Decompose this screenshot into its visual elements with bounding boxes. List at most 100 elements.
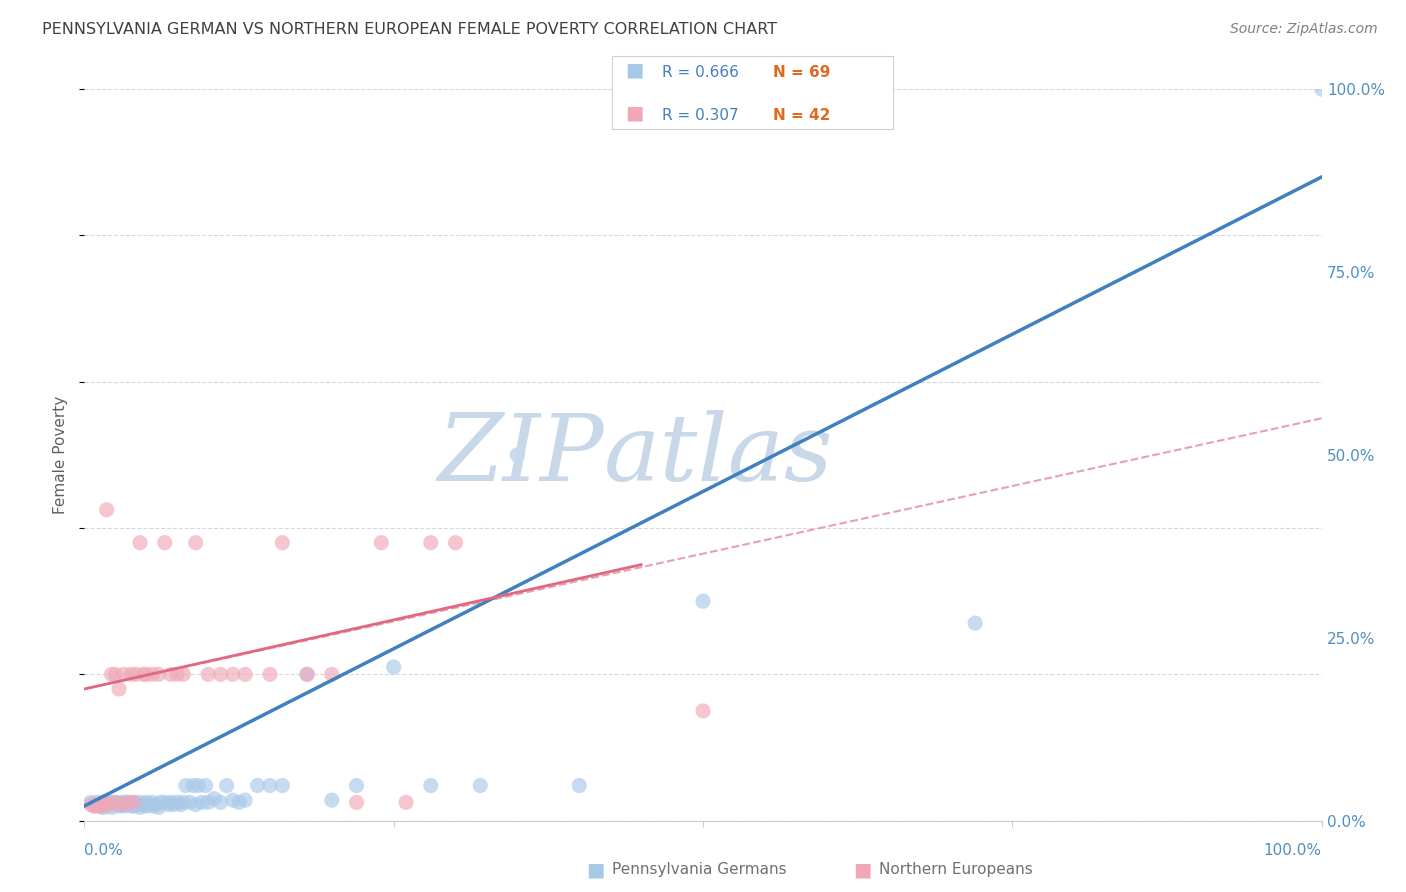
Point	[91, 800, 114, 814]
Point	[197, 667, 219, 681]
Point	[112, 667, 135, 681]
Point	[506, 448, 529, 462]
Point	[104, 667, 127, 681]
Text: R = 0.666: R = 0.666	[662, 65, 740, 79]
Point	[110, 797, 132, 812]
Point	[104, 796, 127, 810]
Point	[122, 799, 145, 814]
Point	[470, 779, 492, 793]
Point	[692, 704, 714, 718]
Text: Northern Europeans: Northern Europeans	[879, 863, 1032, 877]
Point	[79, 796, 101, 810]
Point	[117, 797, 139, 812]
Point	[96, 503, 118, 517]
Point	[91, 796, 114, 810]
Point	[125, 667, 148, 681]
Point	[100, 796, 122, 810]
Point	[100, 667, 122, 681]
Point	[228, 796, 250, 810]
Point	[170, 797, 193, 812]
Point	[419, 535, 441, 549]
Text: ■: ■	[586, 860, 605, 880]
Point	[104, 797, 127, 812]
Point	[117, 796, 139, 810]
Point	[162, 797, 184, 812]
Point	[184, 535, 207, 549]
Point	[122, 796, 145, 810]
Point	[141, 799, 163, 814]
Point	[110, 797, 132, 812]
Point	[129, 796, 152, 810]
Point	[153, 796, 176, 810]
Point	[295, 667, 318, 681]
Point	[419, 779, 441, 793]
Point	[166, 667, 188, 681]
Point	[125, 797, 148, 812]
Point	[141, 796, 163, 810]
Point	[259, 779, 281, 793]
Point	[222, 793, 245, 807]
Point	[1310, 82, 1333, 96]
Point	[110, 796, 132, 810]
Text: Pennsylvania Germans: Pennsylvania Germans	[612, 863, 786, 877]
Point	[259, 667, 281, 681]
Point	[150, 796, 173, 810]
Point	[148, 667, 170, 681]
Point	[187, 779, 209, 793]
Point	[120, 799, 142, 814]
Text: R = 0.307: R = 0.307	[662, 109, 738, 123]
Point	[132, 797, 155, 812]
Point	[197, 796, 219, 810]
Text: Source: ZipAtlas.com: Source: ZipAtlas.com	[1230, 22, 1378, 37]
Point	[91, 796, 114, 810]
Point	[89, 799, 111, 814]
Text: N = 69: N = 69	[773, 65, 831, 79]
Text: ZIP: ZIP	[437, 410, 605, 500]
Text: PENNSYLVANIA GERMAN VS NORTHERN EUROPEAN FEMALE POVERTY CORRELATION CHART: PENNSYLVANIA GERMAN VS NORTHERN EUROPEAN…	[42, 22, 778, 37]
Point	[692, 594, 714, 608]
Y-axis label: Female Poverty: Female Poverty	[53, 396, 69, 514]
Point	[395, 796, 418, 810]
Point	[100, 800, 122, 814]
Point	[153, 535, 176, 549]
Point	[104, 796, 127, 810]
Point	[83, 799, 105, 814]
Point	[370, 535, 392, 549]
Point	[295, 667, 318, 681]
Point	[114, 796, 136, 810]
Point	[233, 793, 256, 807]
Point	[160, 796, 183, 810]
Point	[132, 667, 155, 681]
Point	[145, 797, 167, 812]
Point	[174, 779, 197, 793]
Point	[222, 667, 245, 681]
Point	[129, 535, 152, 549]
Point	[138, 797, 160, 812]
Point	[346, 796, 368, 810]
Text: N = 42: N = 42	[773, 109, 831, 123]
Point	[79, 797, 101, 812]
Point	[166, 796, 188, 810]
Point	[108, 799, 131, 814]
Point	[135, 667, 157, 681]
Point	[129, 800, 152, 814]
Text: ■: ■	[853, 860, 872, 880]
Point	[321, 793, 343, 807]
Point	[148, 800, 170, 814]
Point	[135, 796, 157, 810]
Text: 0.0%: 0.0%	[84, 843, 124, 858]
Point	[194, 779, 217, 793]
Text: ■: ■	[626, 103, 644, 123]
Point	[172, 796, 194, 810]
Point	[108, 681, 131, 696]
Text: atlas: atlas	[605, 410, 834, 500]
Point	[246, 779, 269, 793]
Point	[209, 667, 232, 681]
Point	[179, 796, 201, 810]
Point	[96, 799, 118, 814]
Point	[346, 779, 368, 793]
Point	[209, 796, 232, 810]
Point	[98, 797, 121, 812]
Point	[444, 535, 467, 549]
Point	[321, 667, 343, 681]
